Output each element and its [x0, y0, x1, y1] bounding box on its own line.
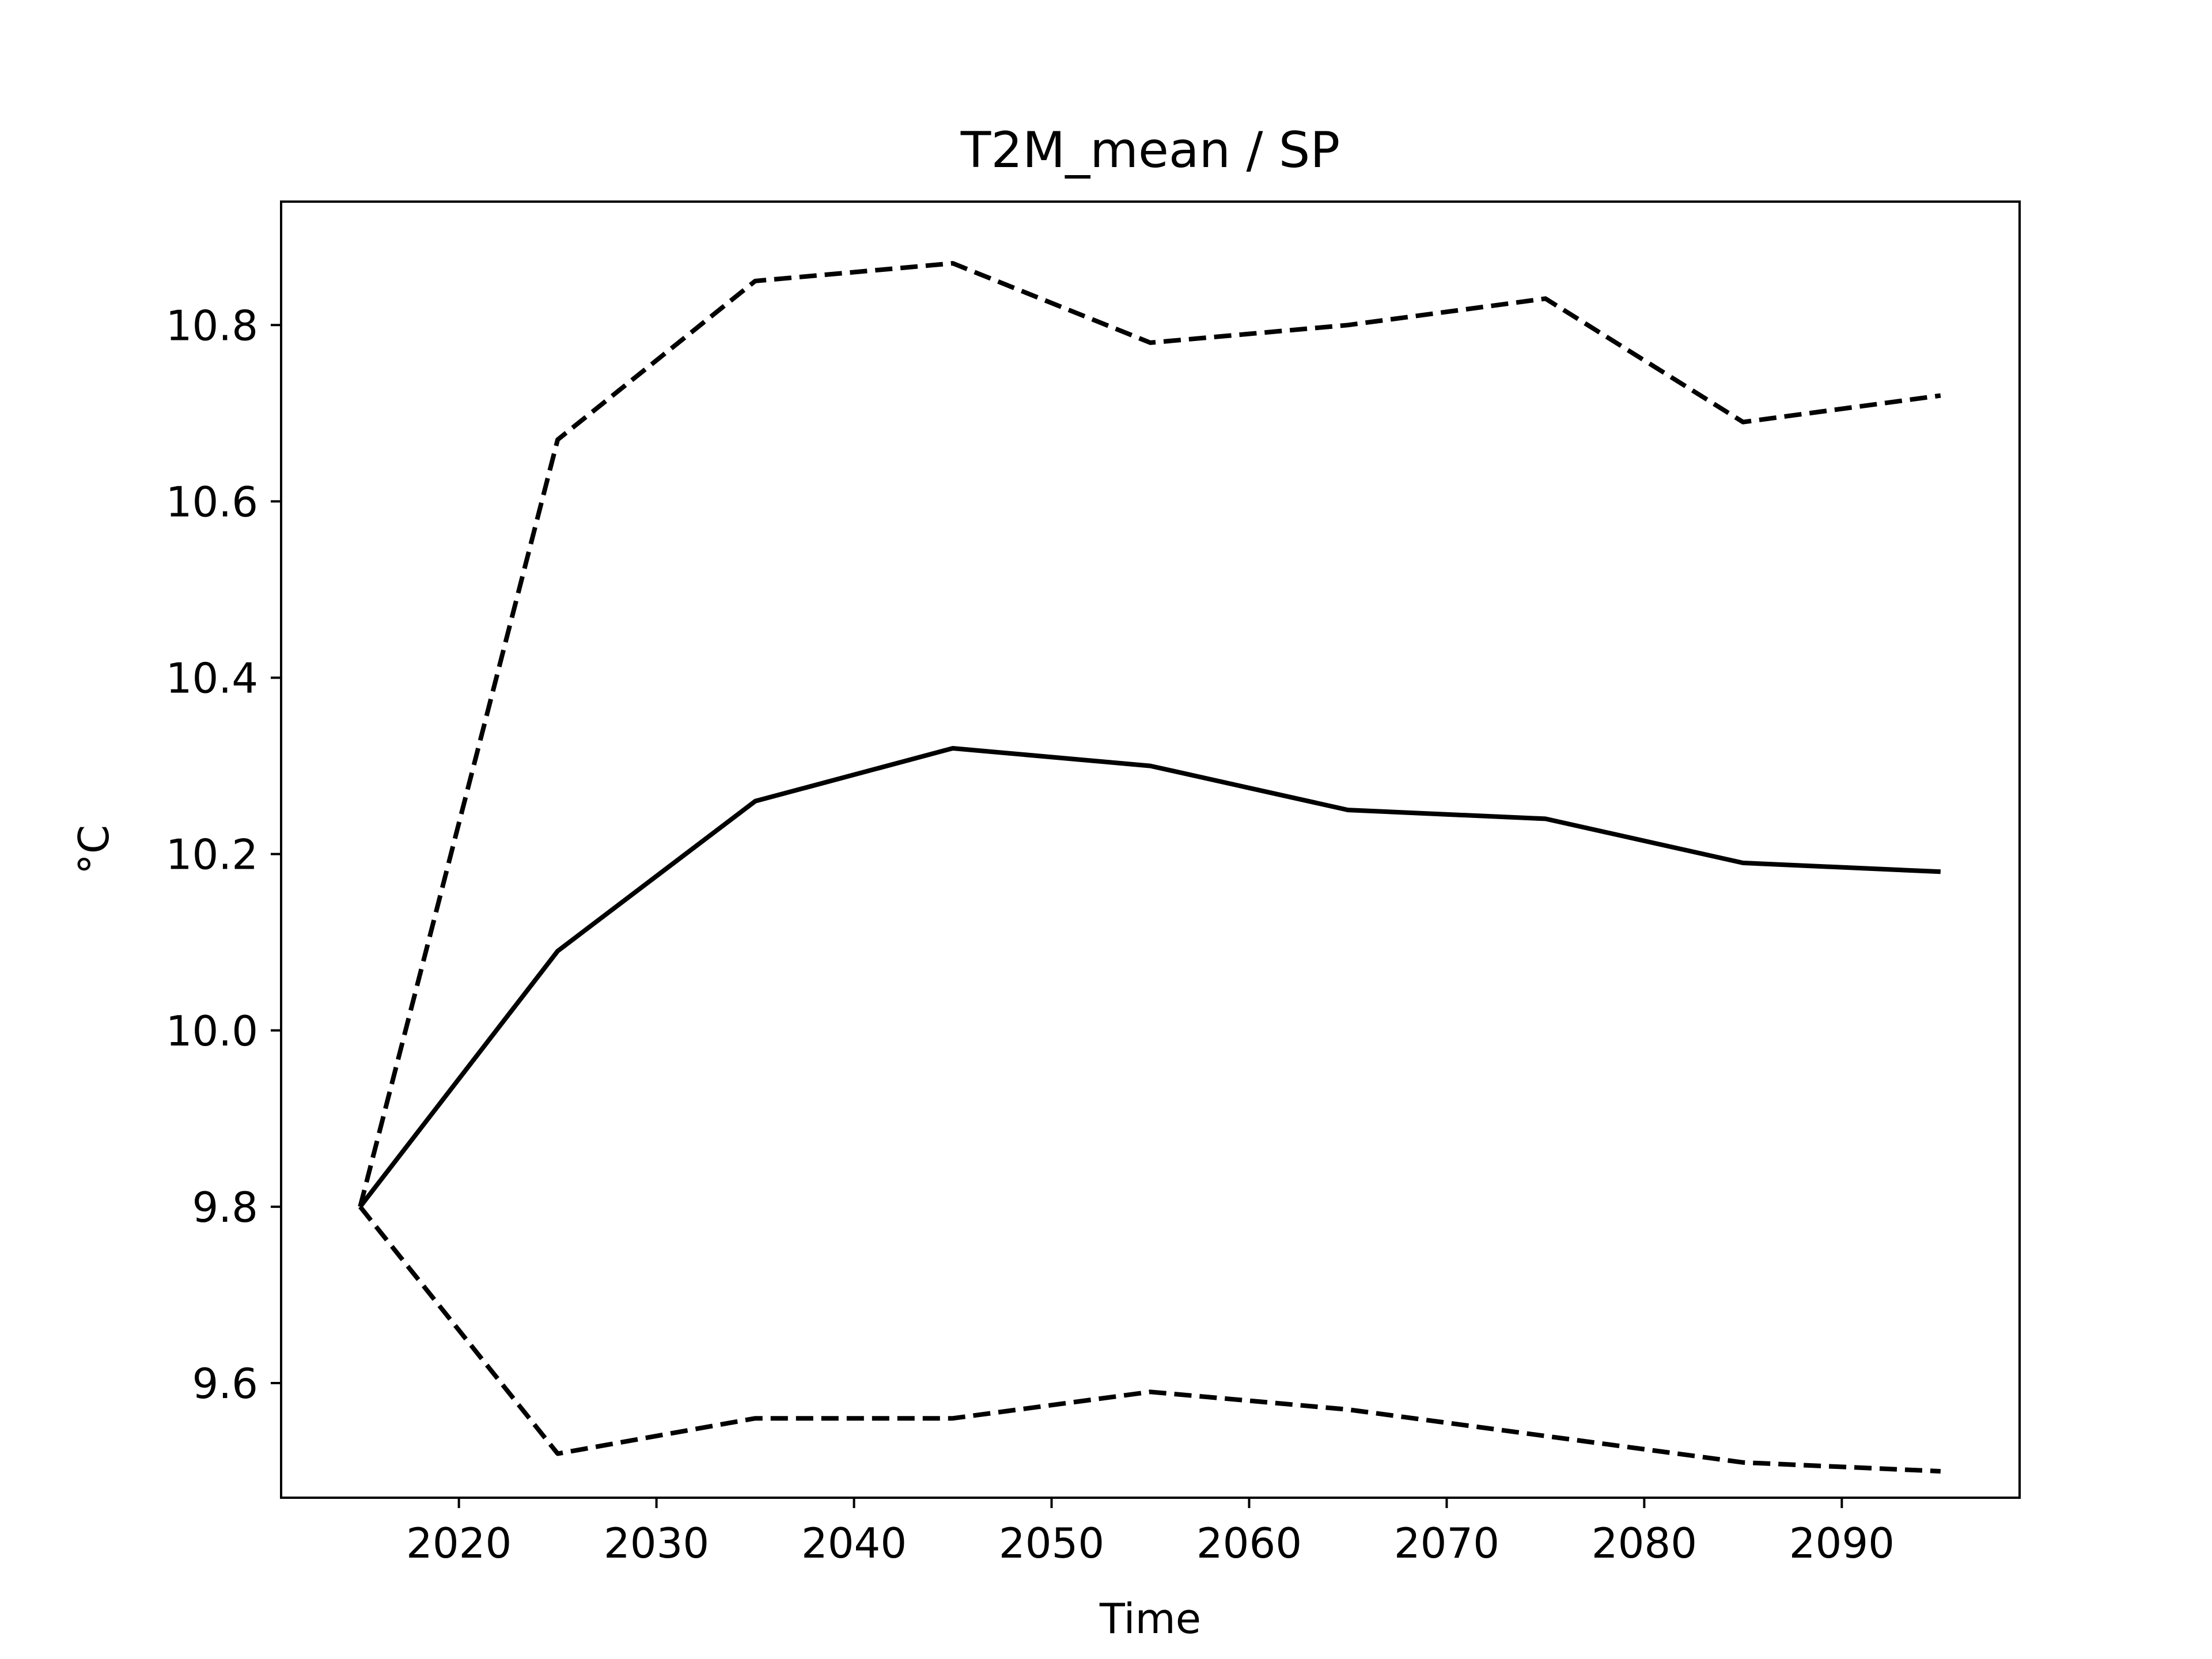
- series-mean-line: [358, 746, 1941, 1209]
- x-tick-label: 2050: [999, 1519, 1104, 1567]
- y-tick-label: 9.6: [192, 1359, 258, 1408]
- x-tick-label: 2090: [1789, 1519, 1895, 1567]
- x-tick-label: 2040: [801, 1519, 907, 1567]
- series-upper-bound-line: [358, 261, 1941, 1207]
- y-tick-label: 10.6: [166, 478, 258, 526]
- x-tick-label: 2030: [604, 1519, 709, 1567]
- x-axis-label: Time: [1099, 1594, 1201, 1643]
- y-tick-label: 10.0: [166, 1007, 258, 1055]
- series-layer: [358, 261, 1941, 1474]
- y-tick-label: 9.8: [192, 1183, 258, 1232]
- x-tick-label: 2060: [1196, 1519, 1302, 1567]
- x-tick-label: 2080: [1592, 1519, 1697, 1567]
- x-axis-ticks: 2020 2030 2040 2050 2060 2070 2080 2090: [406, 1498, 1895, 1567]
- series-lower-bound-line: [358, 1205, 1941, 1474]
- x-tick-label: 2020: [406, 1519, 512, 1567]
- y-tick-label: 10.4: [166, 654, 258, 703]
- x-tick-label: 2070: [1394, 1519, 1499, 1567]
- y-tick-label: 10.2: [166, 831, 258, 879]
- y-axis-label: °C: [70, 825, 118, 874]
- plot-area-frame: [280, 200, 2021, 1499]
- y-tick-label: 10.8: [166, 301, 258, 350]
- chart-title: T2M_mean / SP: [960, 122, 1340, 179]
- y-axis-ticks: 9.6 9.8 10.0 10.2 10.4 10.6 10.8: [166, 301, 281, 1408]
